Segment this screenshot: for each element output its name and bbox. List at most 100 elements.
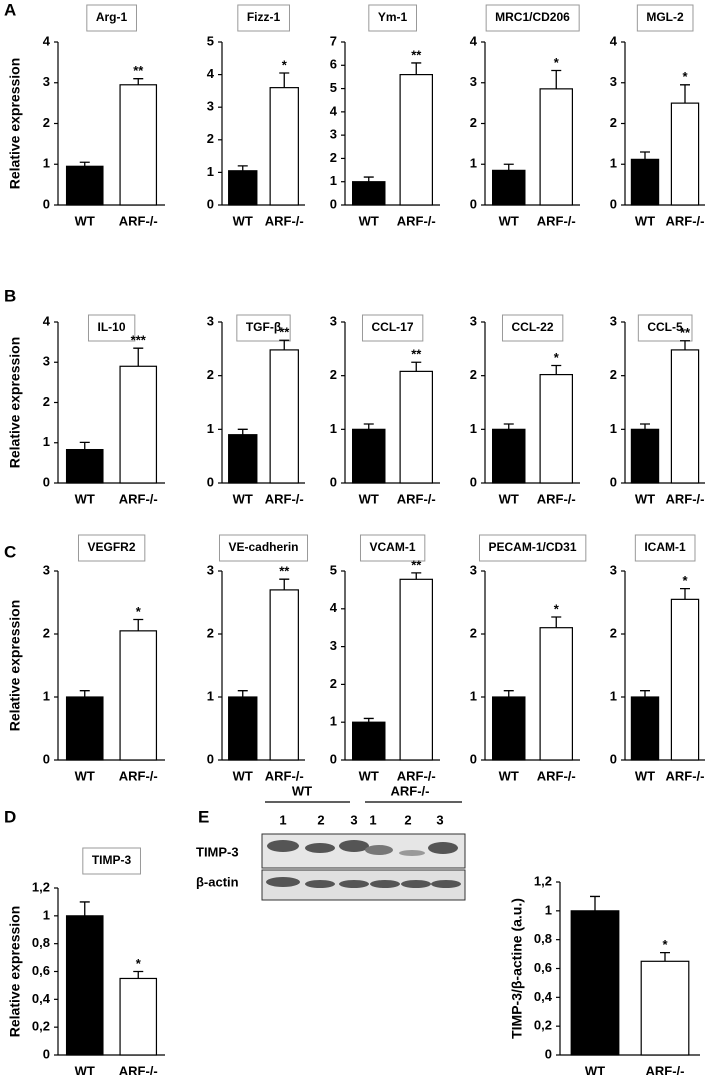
panel-letter: D xyxy=(4,807,16,826)
x-tick-label: WT xyxy=(359,491,379,506)
error-bar xyxy=(660,951,670,962)
x-tick-label: ARF-/- xyxy=(119,1063,158,1075)
error-bar xyxy=(640,151,650,160)
panel-letter: A xyxy=(4,0,16,19)
significance: ** xyxy=(279,564,290,579)
y-tick-label: 1 xyxy=(470,156,477,171)
blot-bands xyxy=(266,840,461,888)
significance: * xyxy=(682,69,688,84)
y-tick-label: 1 xyxy=(545,902,552,917)
chart-title: MRC1/CD206 xyxy=(495,10,570,24)
error-bar xyxy=(411,572,422,580)
y-tick-label: 0 xyxy=(207,751,214,766)
chart-title: IL-10 xyxy=(97,320,125,334)
y-tick-label: 2 xyxy=(470,115,477,130)
chart-title: CCL-5 xyxy=(647,320,683,334)
bar xyxy=(399,370,434,484)
error-bar xyxy=(503,163,514,171)
y-tick-label: 5 xyxy=(330,80,337,95)
x-tick-label: WT xyxy=(75,768,95,783)
chart-title: Ym-1 xyxy=(378,10,408,24)
y-tick-label: 2 xyxy=(43,625,50,640)
blot-group: WT xyxy=(292,783,312,798)
blot-group: ARF-/- xyxy=(391,783,430,798)
bar xyxy=(228,170,258,206)
y-tick-label: 3 xyxy=(330,638,337,653)
y-tick-label: 2 xyxy=(610,367,617,382)
bar xyxy=(640,960,690,1056)
bar xyxy=(269,87,299,206)
bar xyxy=(630,158,660,206)
chart-title: TIMP-3 xyxy=(92,853,132,867)
title-box xyxy=(636,4,694,32)
lane-label: 3 xyxy=(350,812,357,827)
x-tick-label: ARF-/- xyxy=(646,1063,685,1075)
y-tick-label: 4 xyxy=(330,103,338,118)
y-tick-label: 0 xyxy=(610,196,617,211)
y-tick-label: 2 xyxy=(207,131,214,146)
title-box xyxy=(87,314,136,342)
x-tick-label: ARF-/- xyxy=(537,768,576,783)
y-tick-label: 0 xyxy=(470,474,477,489)
error-bar xyxy=(363,717,374,723)
bar xyxy=(228,434,258,484)
y-tick-label: 4 xyxy=(43,33,51,48)
panel-letter: B xyxy=(4,286,16,305)
error-bar xyxy=(133,970,144,979)
blot-row-label: β-actin xyxy=(196,874,239,889)
significance: * xyxy=(136,604,142,619)
error-bar xyxy=(680,587,690,600)
error-bar xyxy=(237,690,248,697)
title-box xyxy=(368,4,417,32)
error-bar xyxy=(551,616,562,628)
error-bar xyxy=(79,901,90,916)
bar xyxy=(492,696,526,761)
error-bar xyxy=(680,84,690,104)
lane-label: 1 xyxy=(279,812,286,827)
panel-letter: E xyxy=(198,807,209,826)
y-tick-label: 1 xyxy=(610,421,617,436)
y-tick-label: 2 xyxy=(43,394,50,409)
y-tick-label: 1 xyxy=(330,714,337,729)
error-bar xyxy=(279,339,290,350)
y-tick-label: 0 xyxy=(207,474,214,489)
error-bar xyxy=(79,690,90,697)
y-tick-label: 1 xyxy=(470,421,477,436)
bar xyxy=(492,428,526,484)
y-tick-label: 3 xyxy=(470,313,477,328)
blot-row-label: TIMP-3 xyxy=(196,844,239,859)
chart-title: VE-cadherin xyxy=(228,540,298,554)
y-tick-label: 0,6 xyxy=(534,960,552,975)
significance: * xyxy=(554,601,560,616)
y-tick-label: 0,2 xyxy=(534,1018,552,1033)
error-bar xyxy=(79,441,90,450)
lane-label: 1 xyxy=(369,812,376,827)
x-tick-label: ARF-/- xyxy=(666,768,705,783)
y-tick-label: 2 xyxy=(43,115,50,130)
significance: * xyxy=(136,956,142,971)
significance: ** xyxy=(279,325,290,340)
x-tick-label: WT xyxy=(635,213,655,228)
error-bar xyxy=(640,690,650,697)
y-tick-label: 3 xyxy=(43,354,50,369)
error-bar xyxy=(363,423,374,430)
y-tick-label: 3 xyxy=(470,562,477,577)
significance: ** xyxy=(133,63,144,78)
error-bar xyxy=(680,340,690,350)
significance: ** xyxy=(411,557,422,572)
y-tick-label: 2 xyxy=(470,625,477,640)
y-tick-label: 0 xyxy=(545,1046,552,1061)
bar xyxy=(269,589,299,761)
x-tick-label: WT xyxy=(359,768,379,783)
x-tick-label: WT xyxy=(75,213,95,228)
y-axis-label: Relative expression xyxy=(7,906,23,1038)
x-tick-label: ARF-/- xyxy=(265,768,304,783)
bar xyxy=(670,102,700,206)
error-bar xyxy=(411,361,422,372)
y-tick-label: 5 xyxy=(207,33,214,48)
lane-label: 2 xyxy=(317,812,324,827)
y-tick-label: 0 xyxy=(207,196,214,211)
significance: * xyxy=(554,350,560,365)
x-tick-label: WT xyxy=(75,1063,95,1075)
bar xyxy=(119,977,158,1056)
